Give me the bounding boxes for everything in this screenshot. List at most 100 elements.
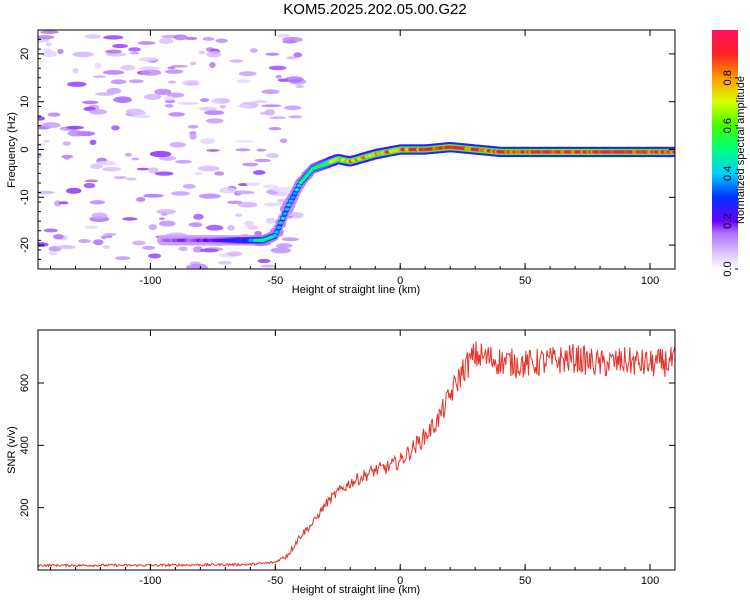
spectrogram-noise-cell xyxy=(214,171,225,176)
spectrogram-x-tick-label: -50 xyxy=(267,275,283,287)
spectrogram-noise-cell xyxy=(167,80,177,84)
spectrogram-x-tick-label: 0 xyxy=(397,275,403,287)
spectrogram-noise-cell xyxy=(276,243,293,249)
spectrogram-noise-cell xyxy=(63,154,71,160)
spectrogram-ridge-core xyxy=(292,191,298,196)
spectrogram-noise-cell xyxy=(249,48,258,53)
spectrogram-noise-cell xyxy=(219,105,226,109)
spectrogram-ridge-core xyxy=(280,216,286,221)
spectrogram-noise-cell xyxy=(227,224,235,231)
spectrogram-noise-cell xyxy=(266,152,280,159)
spectrogram-y-tick-label: 10 xyxy=(19,96,31,108)
spectrogram-noise-cell xyxy=(252,100,268,104)
spectrogram-noise-cell xyxy=(168,112,185,117)
spectrogram-noise-cell xyxy=(184,36,198,41)
spectrogram-noise-cell xyxy=(140,69,162,76)
spectrogram-y-tick-label: -10 xyxy=(19,189,31,205)
spectrogram-noise-cell xyxy=(89,200,106,205)
spectrogram-noise-cell xyxy=(137,41,156,45)
spectrogram-noise-cell xyxy=(268,126,282,131)
spectrogram-noise-cell xyxy=(38,116,46,121)
spectrogram-ridge-core xyxy=(284,207,290,211)
colorbar-tick-label: 0.4 xyxy=(722,166,734,181)
spectrogram-ridge-core xyxy=(294,187,300,192)
spectrogram-noise-cell xyxy=(158,217,165,221)
spectrogram-noise-cell xyxy=(209,61,216,69)
spectrogram-y-tick-label: 0 xyxy=(19,146,31,152)
spectrogram-noise-cell xyxy=(38,35,55,40)
spectrogram-noise-cell xyxy=(83,182,96,189)
spectrogram-noise-cell xyxy=(124,152,132,157)
spectrogram-noise-cell xyxy=(102,166,122,172)
spectrogram-noise-cell xyxy=(91,212,108,219)
spectrogram-noise-cell xyxy=(54,200,62,207)
spectrogram-noise-cell xyxy=(205,118,224,124)
spectrogram-noise-cell xyxy=(197,165,220,172)
spectrogram-noise-cell xyxy=(58,201,69,205)
spectrogram-noise-cell xyxy=(274,202,281,206)
spectrogram-noise-cell xyxy=(38,242,49,248)
spectrogram-noise-cell xyxy=(67,81,87,87)
spectrogram-noise-cell xyxy=(261,89,280,95)
spectrogram-noise-cell xyxy=(43,139,50,143)
spectrogram-noise-cell xyxy=(84,179,99,183)
spectrogram-noise-cell xyxy=(149,150,172,158)
spectrogram-noise-cell xyxy=(103,232,117,236)
spectrogram-noise-cell xyxy=(182,183,196,189)
spectrogram-noise-cell xyxy=(167,66,176,70)
spectrogram-noise-cell xyxy=(90,163,103,170)
spectrogram-noise-cell xyxy=(206,51,222,58)
spectrogram-noise-cell xyxy=(89,139,97,145)
spectrogram-y-axis-label: Frequency (Hz) xyxy=(6,112,18,188)
spectrogram-noise-cell xyxy=(42,50,57,58)
snr-panel: -100 -50 0 50 100 200 400 600 Height of straig… xyxy=(6,329,676,596)
spectrogram-noise-cell xyxy=(57,48,64,55)
spectrogram-noise-cell xyxy=(122,217,138,221)
spectrogram-noise-cell xyxy=(106,87,122,94)
spectrogram-noise-cell xyxy=(268,65,287,71)
spectrogram-noise-cell xyxy=(188,222,203,228)
spectrogram-noise-cell xyxy=(169,141,186,148)
spectrogram-noise-cell xyxy=(66,187,82,194)
snr-y-tick-label: 600 xyxy=(19,374,31,392)
spectrogram-noise-cell xyxy=(219,187,237,194)
snr-x-tick-label: -50 xyxy=(267,575,283,587)
colorbar-tick-label: 0.8 xyxy=(722,70,734,85)
spectrogram-noise-cell xyxy=(138,66,160,70)
spectrogram-noise-cell xyxy=(234,213,243,217)
spectrogram-noise-cell xyxy=(198,50,206,55)
spectrogram-noise-cell xyxy=(93,75,107,79)
spectrogram-x-tick-label: -100 xyxy=(139,275,161,287)
spectrogram-noise-cell xyxy=(256,148,267,152)
spectrogram-noise-cell xyxy=(142,245,156,250)
colorbar-gradient xyxy=(712,30,738,269)
spectrogram-noise-cell xyxy=(198,193,221,199)
spectrogram-noise-cell xyxy=(41,48,53,52)
spectrogram-noise-cell xyxy=(89,109,107,115)
spectrogram-noise-cell xyxy=(187,124,199,129)
spectrogram-noise-cell xyxy=(78,239,91,244)
spectrogram-noise-cell xyxy=(229,59,244,63)
spectrogram-noise-cell xyxy=(178,246,188,252)
spectrogram-noise-cell xyxy=(264,109,276,116)
spectrogram-noise-cell xyxy=(279,138,288,144)
spectrogram-noise-cell xyxy=(45,42,52,47)
spectrogram-noise-cell xyxy=(113,176,127,180)
spectrogram-noise-cell xyxy=(156,209,177,215)
spectrogram-noise-cell xyxy=(129,51,140,55)
spectrogram-noise-cell xyxy=(163,95,175,101)
spectrogram-noise-cell xyxy=(143,193,164,198)
colorbar-tick-label: 0.0 xyxy=(722,261,734,276)
spectrogram-noise-cell xyxy=(84,34,102,39)
spectrogram-ridge-core xyxy=(672,150,675,154)
spectrogram-noise-cell xyxy=(235,140,255,143)
spectrogram-noise-cell xyxy=(67,130,85,137)
spectrogram-ridge-core xyxy=(272,234,278,238)
spectrogram-noise-cell xyxy=(48,251,57,256)
spectrogram-y-tick-label: -20 xyxy=(19,237,31,253)
spectrogram-ridge-core xyxy=(278,221,284,225)
spectrogram-noise-cell xyxy=(254,158,271,163)
snr-frame xyxy=(37,329,676,571)
spectrogram-noise-cell xyxy=(237,201,258,208)
spectrogram-noise-cell xyxy=(43,228,58,233)
